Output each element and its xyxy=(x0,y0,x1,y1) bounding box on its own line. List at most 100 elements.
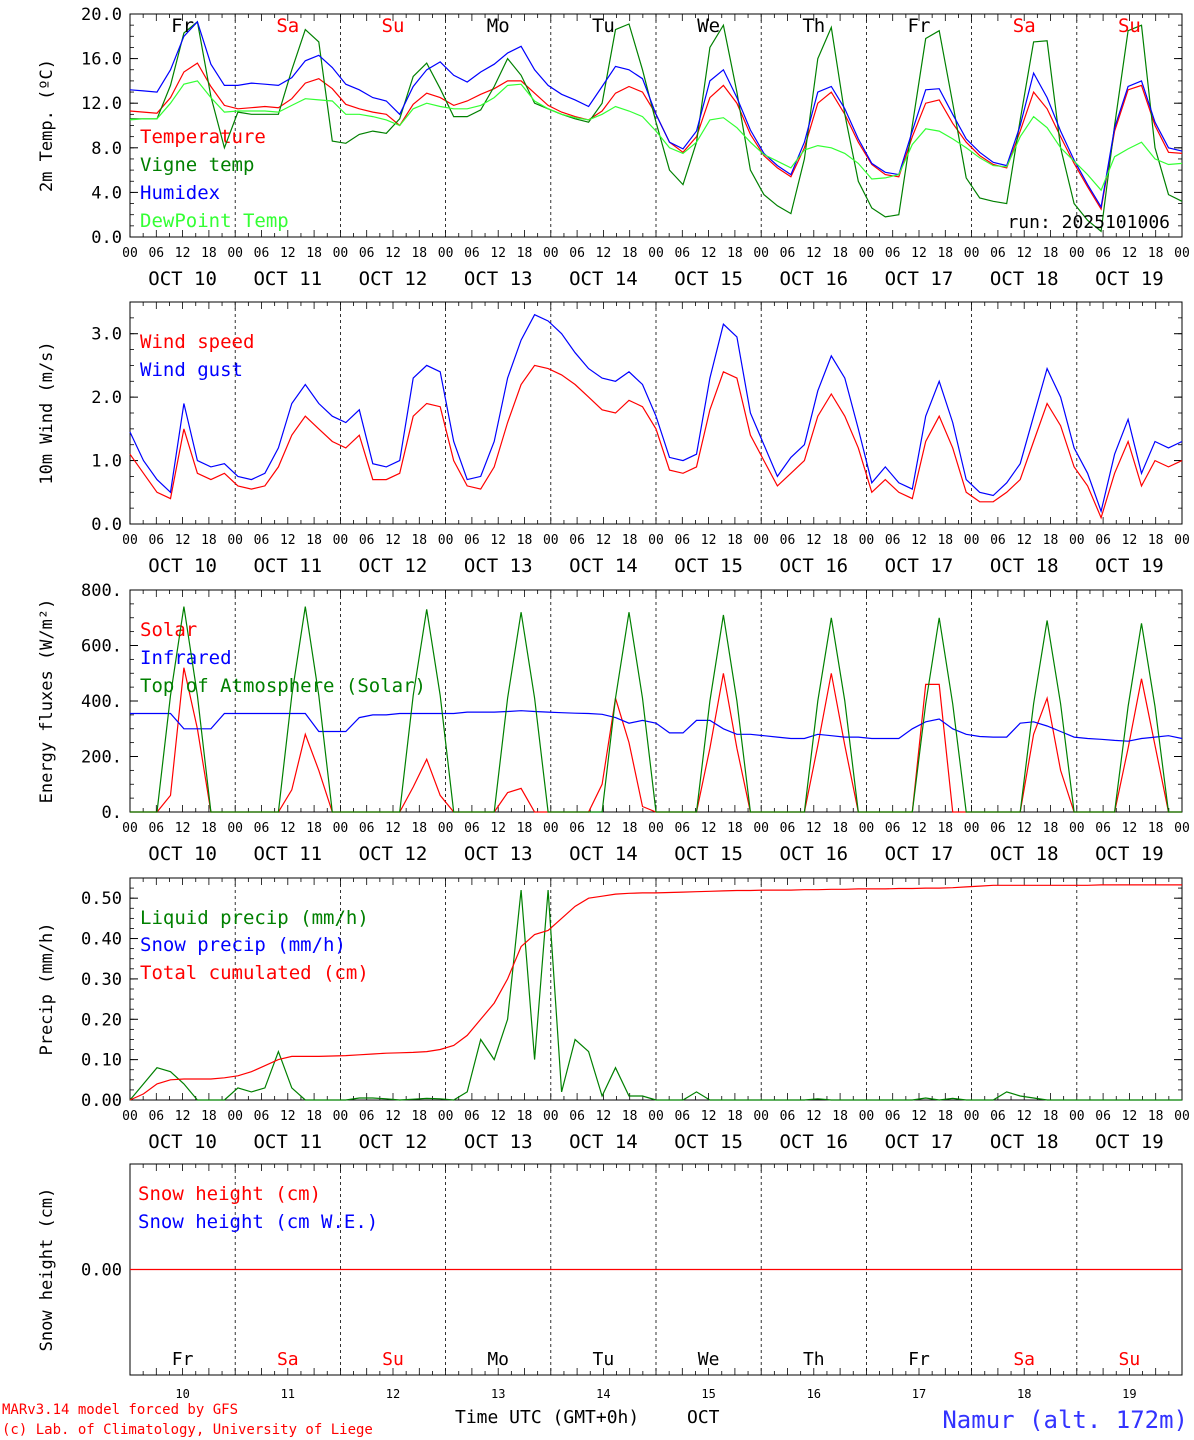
hour-label: 18 xyxy=(1043,246,1059,261)
day-label: OCT 19 xyxy=(1095,555,1164,577)
day-label: OCT 11 xyxy=(253,843,322,865)
hour-label: 00 xyxy=(438,246,454,261)
hour-label: 00 xyxy=(1069,1109,1085,1124)
hour-label: 06 xyxy=(990,1109,1006,1124)
hour-label: 12 xyxy=(490,821,506,836)
series-line xyxy=(129,80,1183,192)
hour-label: 06 xyxy=(885,821,901,836)
weekday-label: Su xyxy=(1119,1349,1141,1370)
y-tick-label: 20.0 xyxy=(81,5,122,25)
hour-label: 00 xyxy=(543,821,559,836)
y-axis-title: Energy fluxes (W/m²) xyxy=(37,599,57,804)
hour-label: 18 xyxy=(411,1109,427,1124)
weekday-label: Mo xyxy=(487,15,510,37)
day-number: 13 xyxy=(491,1387,505,1401)
weekday-label: We xyxy=(698,1349,720,1370)
hour-label: 00 xyxy=(1069,533,1085,548)
series-line xyxy=(130,710,1183,742)
hour-label: 12 xyxy=(596,533,612,548)
hour-label: 06 xyxy=(674,821,690,836)
panel-energy: 0. 200. 400. 600. 800. Energy fluxes (W/m²) So… xyxy=(37,581,1190,865)
y-tick-label: 8.0 xyxy=(91,139,122,159)
day-number: 10 xyxy=(175,1387,189,1401)
y-tick-label: 3.0 xyxy=(91,325,122,345)
hour-label: 06 xyxy=(885,246,901,261)
day-label: OCT 17 xyxy=(885,843,954,865)
weekday-label: Su xyxy=(382,1349,404,1370)
panel-precip: 0.00 0.10 0.20 0.30 0.40 0.50 Precip (mm/h) Liq… xyxy=(37,877,1190,1153)
hour-label: 18 xyxy=(201,821,217,836)
hour-label: 18 xyxy=(201,1109,217,1124)
y-axis-title: Precip (mm/h) xyxy=(37,922,57,1055)
legend-entry: Total cumulated (cm) xyxy=(140,962,369,984)
run-label: run: 2025101006 xyxy=(1007,212,1170,233)
hour-label: 00 xyxy=(753,821,769,836)
y-tick-label: 0.50 xyxy=(81,889,122,909)
hour-label: 18 xyxy=(832,533,848,548)
hour-label: 12 xyxy=(806,246,822,261)
day-label: OCT 15 xyxy=(674,843,743,865)
hour-label: 00 xyxy=(648,246,664,261)
day-label: OCT 18 xyxy=(990,843,1059,865)
hour-label: 00 xyxy=(227,821,243,836)
day-label: OCT 11 xyxy=(253,268,322,290)
day-number: 11 xyxy=(281,1387,295,1401)
hour-label: 06 xyxy=(990,533,1006,548)
hour-label: 06 xyxy=(359,1109,375,1124)
day-label: OCT 13 xyxy=(464,843,533,865)
hour-label: 18 xyxy=(306,246,322,261)
hour-label: 18 xyxy=(517,533,533,548)
legend-entry: Snow height (cm) xyxy=(138,1183,321,1205)
hour-label: 00 xyxy=(122,533,138,548)
hour-label: 18 xyxy=(937,246,953,261)
hour-label: 06 xyxy=(254,533,270,548)
hour-label: 12 xyxy=(490,246,506,261)
hour-label: 06 xyxy=(464,1109,480,1124)
weekday-label: Su xyxy=(382,15,405,37)
day-number: 18 xyxy=(1017,1387,1031,1401)
y-tick-label: 0.10 xyxy=(81,1051,122,1071)
credit-line-1: MARv3.14 model forced by GFS xyxy=(2,1402,238,1418)
credit-line-2: (c) Lab. of Climatology, University of L… xyxy=(2,1422,373,1438)
y-tick-label: 0.00 xyxy=(81,1261,122,1281)
hour-label: 00 xyxy=(1174,533,1190,548)
hour-label: 12 xyxy=(490,1109,506,1124)
day-label: OCT 18 xyxy=(990,1131,1059,1153)
hour-label: 00 xyxy=(753,1109,769,1124)
hour-label: 06 xyxy=(674,246,690,261)
day-label: OCT 14 xyxy=(569,1131,638,1153)
panel-snow: 0.00 Snow height (cm) Snow height (cm) Snow… xyxy=(37,1163,1183,1401)
hour-label: 18 xyxy=(832,1109,848,1124)
hour-label: 06 xyxy=(464,246,480,261)
hour-label: 12 xyxy=(280,821,296,836)
hour-label: 18 xyxy=(1043,533,1059,548)
hour-label: 18 xyxy=(517,821,533,836)
day-label: OCT 15 xyxy=(674,1131,743,1153)
y-tick-label: 0.40 xyxy=(81,930,122,950)
hour-label: 06 xyxy=(148,821,164,836)
hour-label: 12 xyxy=(701,533,717,548)
y-tick-label: 400. xyxy=(81,692,122,712)
hour-label: 18 xyxy=(937,821,953,836)
hour-label: 18 xyxy=(411,821,427,836)
hour-label: 06 xyxy=(569,533,585,548)
hour-label: 00 xyxy=(964,246,980,261)
legend-entry: Vigne temp xyxy=(140,154,254,176)
hour-label: 06 xyxy=(464,821,480,836)
hour-label: 06 xyxy=(254,821,270,836)
hour-label: 00 xyxy=(543,533,559,548)
x-axis-month: OCT xyxy=(687,1407,720,1428)
hour-label: 00 xyxy=(859,533,875,548)
day-label: OCT 13 xyxy=(464,268,533,290)
hour-label: 12 xyxy=(806,821,822,836)
y-tick-label: 16.0 xyxy=(81,50,122,70)
day-number: 17 xyxy=(912,1387,926,1401)
day-label: OCT 13 xyxy=(464,1131,533,1153)
hour-label: 18 xyxy=(1148,533,1164,548)
hour-label: 00 xyxy=(543,246,559,261)
hour-label: 00 xyxy=(438,533,454,548)
hour-label: 18 xyxy=(832,246,848,261)
day-label: OCT 18 xyxy=(990,555,1059,577)
weekday-label: Th xyxy=(803,1349,825,1370)
y-tick-label: 4.0 xyxy=(91,183,122,203)
